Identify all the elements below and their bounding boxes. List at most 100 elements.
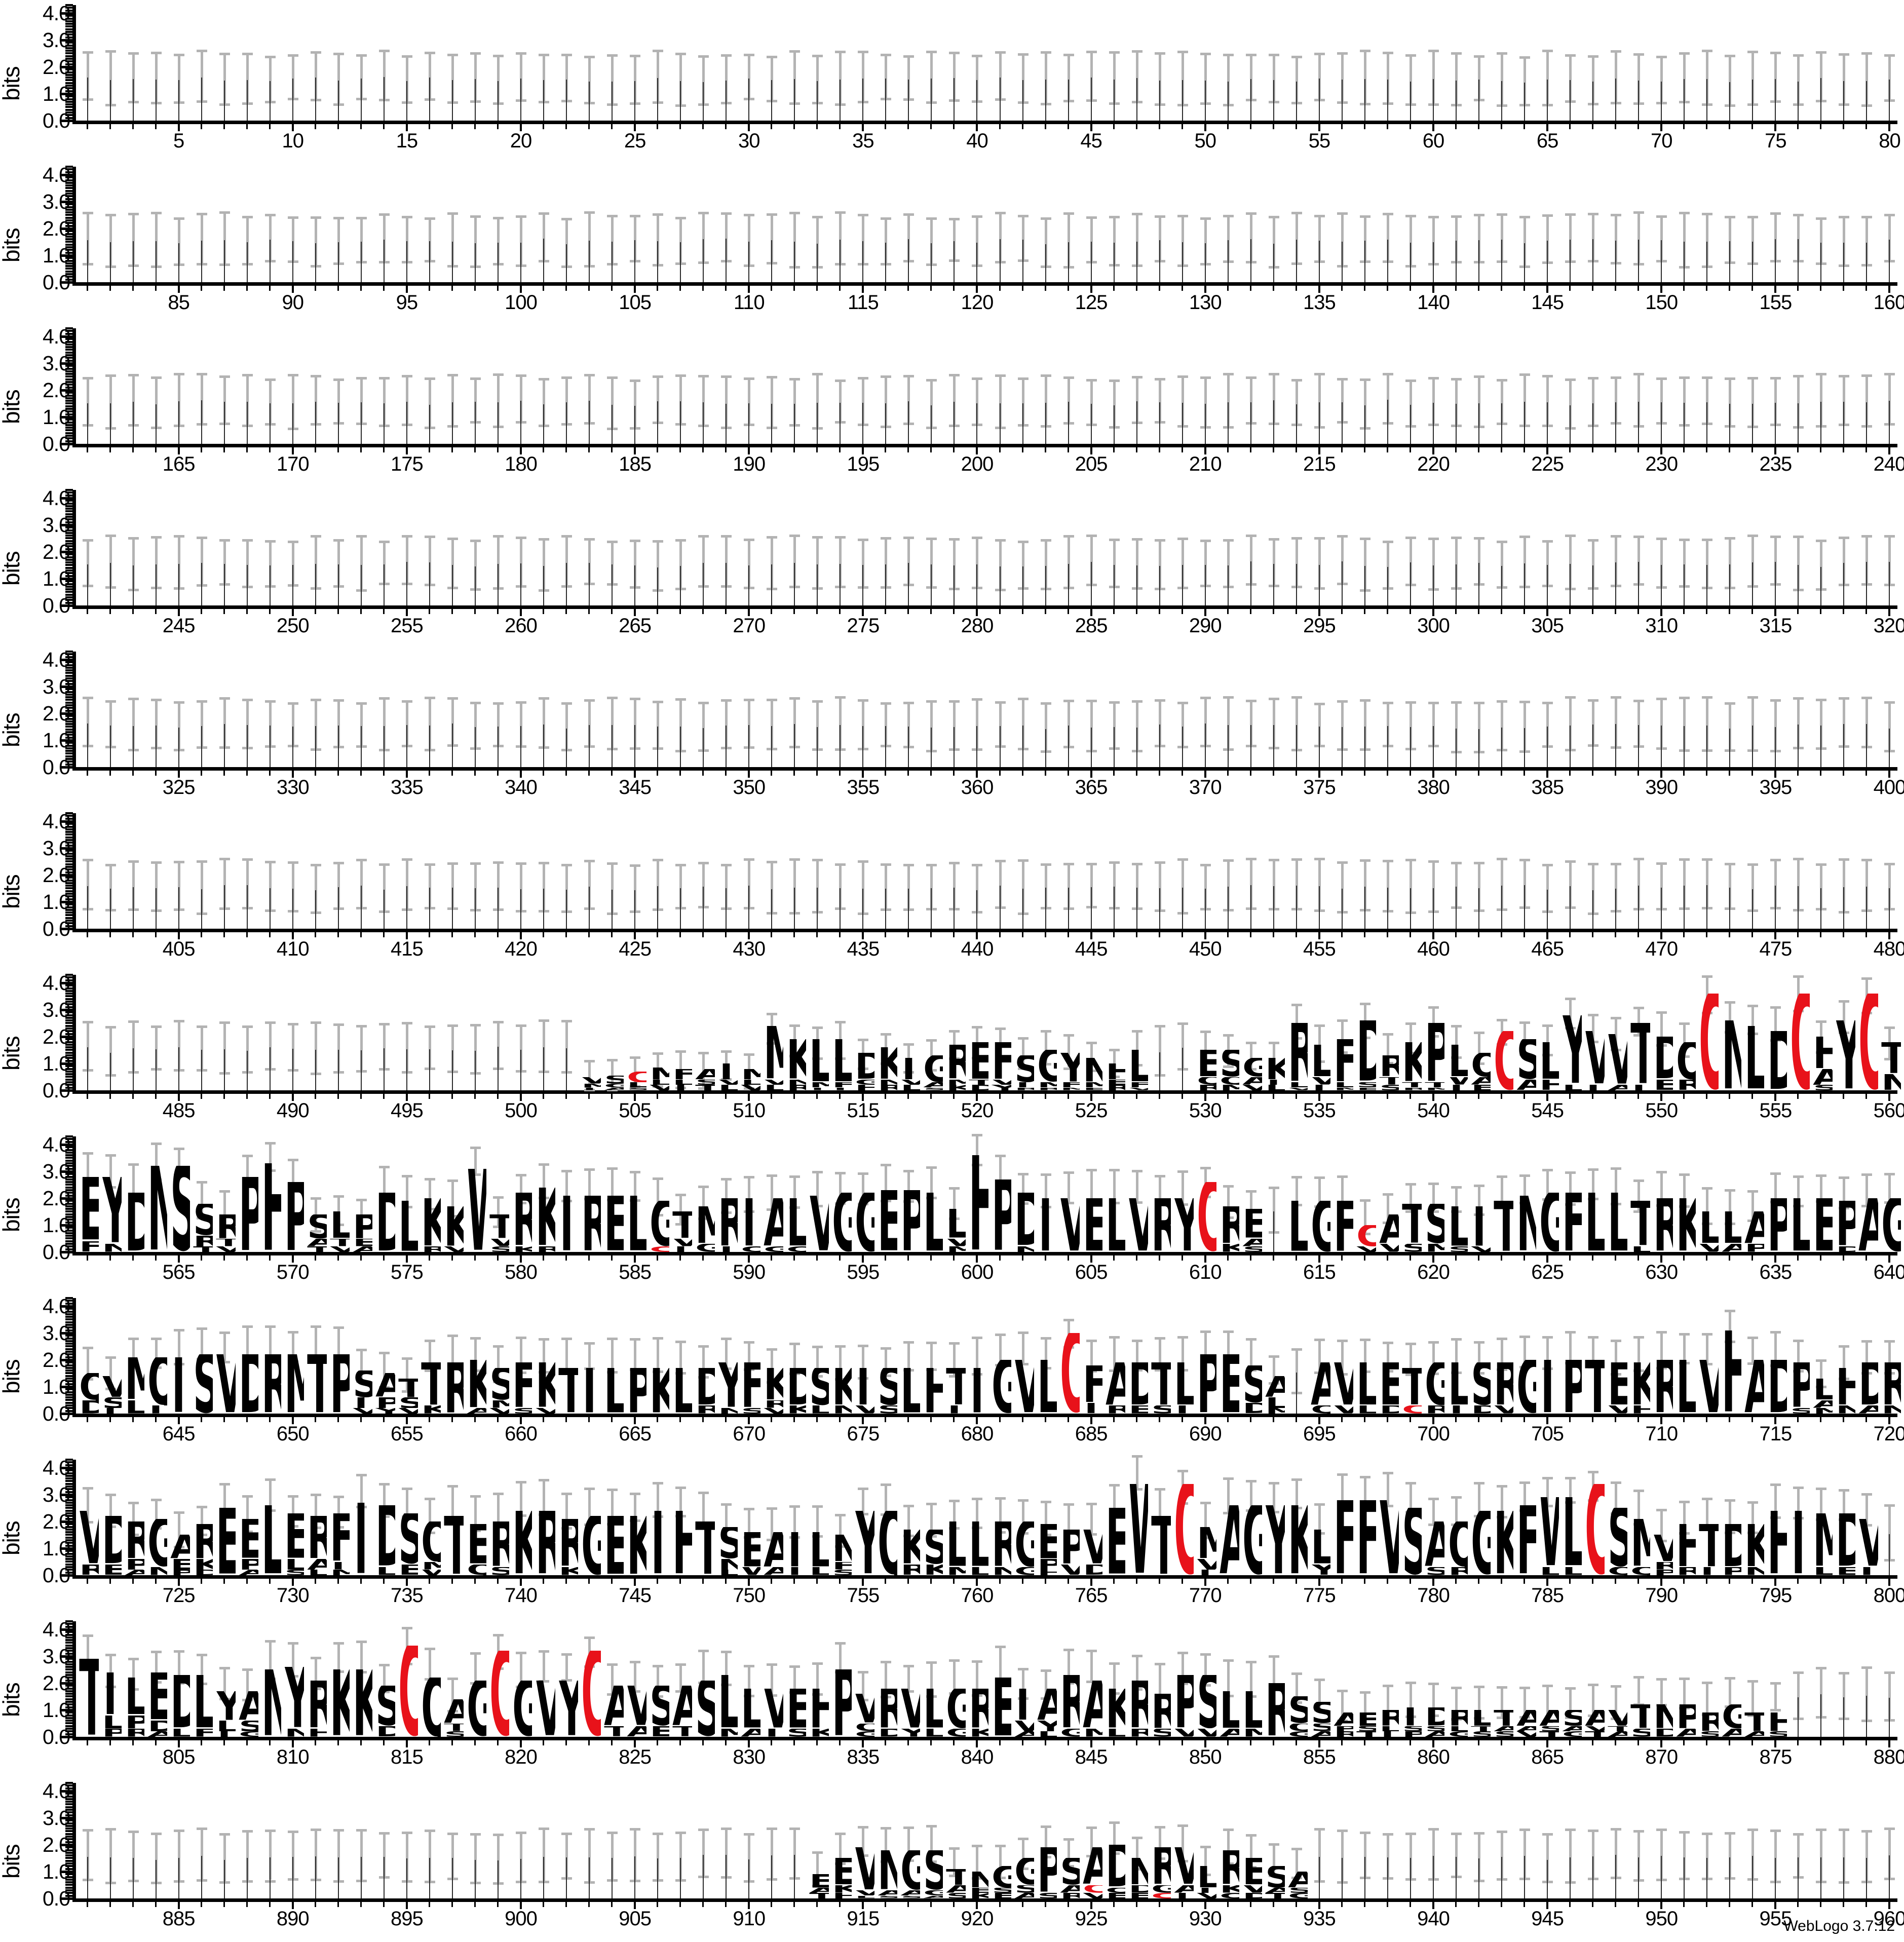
error-bar-cap-top (1337, 1340, 1348, 1343)
y-minor-tick (65, 537, 73, 540)
error-bar (1044, 374, 1047, 426)
error-bar-cap-bottom (1017, 1362, 1029, 1365)
x-minor-tick (337, 447, 339, 452)
x-minor-tick (1272, 1417, 1274, 1422)
error-bar-cap-top (1861, 858, 1873, 861)
error-bar (109, 1154, 112, 1187)
stem-line (634, 890, 636, 929)
logo-letter-T: T (1399, 1368, 1422, 1405)
stem-line (589, 563, 590, 605)
stem-line (429, 725, 430, 767)
x-minor-tick (337, 771, 339, 776)
error-bar-cap-top (1542, 1024, 1553, 1027)
error-bar-cap-top (767, 1507, 778, 1510)
error-bar-cap-top (744, 858, 755, 861)
x-minor-tick (1455, 447, 1457, 452)
error-bar (177, 372, 180, 425)
stem-line (1387, 566, 1388, 605)
stem-line (999, 726, 1001, 767)
letter-stack: ED (1376, 1362, 1399, 1414)
stem-line (931, 728, 932, 767)
error-bar-cap-top (1405, 1343, 1416, 1346)
error-bar (1524, 215, 1527, 266)
error-bar-cap-top (881, 537, 892, 540)
stem-line (178, 80, 179, 121)
x-minor-tick (1021, 1579, 1023, 1584)
error-bar-cap-top (1839, 536, 1850, 539)
y-minor-tick (65, 850, 73, 852)
x-major-tick (1888, 447, 1891, 454)
x-tick-label: 730 (276, 1584, 310, 1607)
error-bar (748, 858, 751, 907)
error-bar (1638, 1006, 1641, 1035)
x-minor-tick (1158, 932, 1160, 937)
error-bar (543, 697, 545, 746)
stem-line (1798, 725, 1799, 767)
y-minor-tick (65, 906, 73, 908)
error-bar (885, 1483, 888, 1513)
error-bar (474, 377, 477, 422)
letter-stack: R (1650, 1360, 1673, 1414)
error-bar (702, 1051, 705, 1088)
error-bar-cap-top (1633, 53, 1645, 56)
y-major-tick (61, 254, 73, 257)
error-bar (155, 1499, 158, 1527)
stem-line (1478, 888, 1480, 929)
x-minor-tick (1386, 771, 1388, 776)
error-bar (748, 699, 751, 747)
x-minor-tick (132, 1417, 134, 1422)
error-bar (611, 1058, 614, 1089)
error-bar (497, 702, 500, 745)
error-bar-cap-top (1839, 374, 1850, 377)
error-bar (679, 539, 682, 588)
error-bar (1181, 858, 1184, 912)
x-major-tick (976, 1417, 978, 1424)
error-bar-cap-top (858, 376, 869, 379)
x-minor-tick (360, 771, 362, 776)
error-bar-cap-bottom (1725, 1341, 1736, 1344)
stem-line (178, 887, 179, 929)
letter-stack: EV (1605, 1362, 1627, 1414)
logo-letter-T: T (692, 1085, 715, 1090)
error-bar-cap-top (105, 1025, 116, 1029)
error-bar (1363, 699, 1366, 748)
error-bar (930, 379, 933, 427)
error-bar-cap-top (242, 1495, 253, 1498)
letter-stack: RMK (943, 1045, 966, 1090)
x-major-tick (1660, 771, 1663, 778)
error-bar (679, 1340, 682, 1373)
logo-letter-L: L (943, 1521, 966, 1567)
error-bar (771, 699, 774, 748)
y-minor-tick (65, 653, 73, 656)
error-bar-cap-top (744, 1176, 755, 1179)
y-minor-tick (65, 890, 73, 892)
stem-line (1478, 563, 1480, 605)
error-bar (793, 535, 796, 586)
x-tick-label: 560 (1873, 1099, 1904, 1122)
stem-line (1638, 80, 1640, 121)
stem-line (155, 564, 157, 605)
error-bar (1181, 1170, 1184, 1204)
error-bar (1227, 214, 1230, 261)
y-minor-tick (65, 585, 73, 588)
y-minor-tick (65, 1469, 73, 1472)
x-major-tick (862, 124, 864, 131)
error-bar (1774, 376, 1777, 424)
error-bar-cap-top (926, 700, 937, 703)
stem-line (497, 726, 499, 767)
error-bar-cap-top (1245, 858, 1256, 861)
error-bar (657, 540, 660, 589)
stem-line (1159, 80, 1160, 121)
error-bar (1478, 213, 1481, 261)
error-bar (839, 863, 842, 908)
x-minor-tick (885, 1579, 887, 1584)
error-bar (405, 216, 408, 261)
y-minor-tick (65, 251, 73, 254)
x-minor-tick (132, 286, 134, 291)
x-minor-tick (155, 609, 157, 614)
x-minor-tick (1797, 1094, 1799, 1099)
error-bar-cap-top (219, 697, 230, 700)
error-bar (1729, 55, 1732, 104)
error-bar (177, 53, 180, 102)
logo-letter-R: R (509, 1193, 532, 1246)
